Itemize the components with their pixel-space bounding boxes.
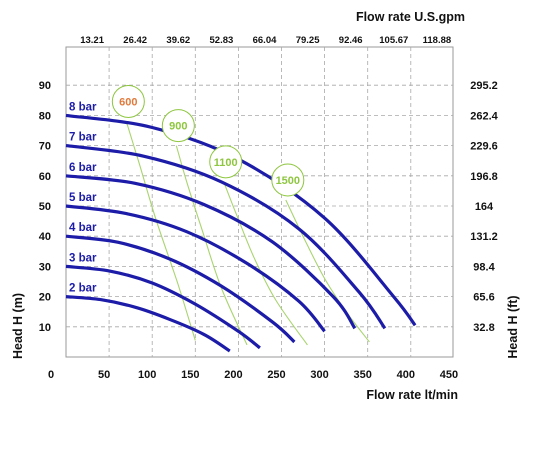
y-tick-label: 40 <box>39 231 51 243</box>
y-tick-label: 90 <box>39 80 51 92</box>
speed-label-circle <box>111 84 145 118</box>
x-tick-label: 350 <box>354 369 372 381</box>
x-tick-label: 400 <box>397 369 415 381</box>
y-right-tick-label: 295.2 <box>470 80 498 92</box>
speed-label: 1100 <box>214 157 238 169</box>
y-right-tick-label: 32.8 <box>473 322 494 334</box>
y-tick-label: 50 <box>39 201 51 213</box>
curve-labels: 600 900 1100 1500 2 bar 3 bar 4 bar 5 bar 6 bar 7… <box>69 84 305 295</box>
pressure-curve <box>65 234 296 344</box>
pressure-curve-label: 8 bar <box>69 101 97 113</box>
bottom-axis-title: Flow rate lt/min <box>366 388 458 402</box>
y-tick-label: 20 <box>39 292 51 304</box>
grid <box>65 46 454 358</box>
x-tick-label: 300 <box>310 369 328 381</box>
top-tick-label: 79.25 <box>296 35 320 46</box>
top-tick-label: 118.88 <box>423 35 452 46</box>
speed-label-circle <box>209 145 243 179</box>
x-tick-label: 200 <box>224 369 242 381</box>
pressure-curve <box>65 204 326 333</box>
pressure-curve <box>65 295 231 353</box>
pressure-curve-label: 7 bar <box>69 132 97 144</box>
top-tick-label: 105.67 <box>379 35 408 46</box>
x-tick-label: 150 <box>181 369 199 381</box>
y-right-tick-label: 131.2 <box>470 231 498 243</box>
x-tick-label: 450 <box>440 369 458 381</box>
plot-frame <box>65 46 454 358</box>
pressure-curve <box>65 174 357 330</box>
top-tick-label: 92.46 <box>339 35 363 46</box>
y-right-tick-label: 196.8 <box>470 171 498 183</box>
pressure-curve-label: 4 bar <box>69 222 97 234</box>
pressure-curve-label: 2 bar <box>69 283 97 295</box>
y-axis-left-ticks: 10 20 30 40 50 60 70 80 90 <box>39 80 51 334</box>
speed-curve <box>223 181 308 346</box>
top-axis-title: Flow rate U.S.gpm <box>356 10 465 24</box>
x-tick-label: 100 <box>138 369 156 381</box>
pressure-curve-label: 5 bar <box>69 192 97 204</box>
speed-label-circle <box>271 163 305 197</box>
pressure-curve-label: 6 bar <box>69 162 97 174</box>
pressure-curve-label: 3 bar <box>69 252 97 264</box>
top-tick-label: 66.04 <box>253 35 277 46</box>
top-tick-label: 13.21 <box>80 35 104 46</box>
x-tick-label: 250 <box>267 369 285 381</box>
y-tick-label: 10 <box>39 322 51 334</box>
x-axis-top-ticks: 13.21 26.42 39.62 52.83 66.04 79.25 92.46 105.6… <box>80 35 451 46</box>
right-axis-title: Head H (ft) <box>506 295 520 358</box>
pressure-curve <box>65 264 261 350</box>
top-tick-label: 52.83 <box>210 35 234 46</box>
speed-curve <box>175 145 248 346</box>
left-axis-title: Head H (m) <box>11 293 25 359</box>
speed-label: 1500 <box>276 175 300 187</box>
pressure-curve <box>65 144 387 330</box>
y-right-tick-label: 65.6 <box>473 292 494 304</box>
y-right-tick-label: 262.4 <box>470 110 498 122</box>
speed-curves <box>125 121 370 346</box>
y-tick-label: 70 <box>39 141 51 153</box>
top-tick-label: 39.62 <box>166 35 190 46</box>
y-axis-right-ticks: 32.8 65.6 98.4 131.2 164 196.8 229.6 262.4 295.2 <box>470 80 498 334</box>
x-tick-label: 50 <box>98 369 110 381</box>
y-right-tick-label: 229.6 <box>470 141 498 153</box>
x-axis-bottom-ticks: 0 50 100 150 200 250 300 350 400 450 <box>48 369 458 381</box>
pressure-curves <box>65 113 417 353</box>
y-right-tick-label: 98.4 <box>473 261 495 273</box>
top-tick-label: 26.42 <box>123 35 147 46</box>
x-tick-label: 0 <box>48 369 54 381</box>
speed-label: 600 <box>119 96 137 108</box>
y-tick-label: 30 <box>39 261 51 273</box>
speed-curve <box>285 199 370 343</box>
speed-label: 900 <box>169 121 187 133</box>
y-tick-label: 80 <box>39 110 51 122</box>
y-right-tick-label: 164 <box>475 201 494 213</box>
speed-label-circle <box>161 109 195 143</box>
y-tick-label: 60 <box>39 171 51 183</box>
